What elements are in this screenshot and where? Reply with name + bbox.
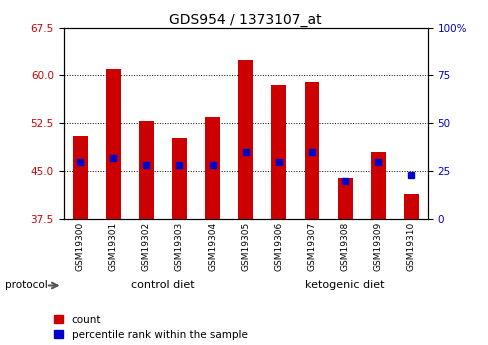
Legend: count, percentile rank within the sample: count, percentile rank within the sample: [54, 315, 247, 340]
Text: GSM19304: GSM19304: [208, 222, 217, 271]
Bar: [105, 69, 121, 219]
Text: GSM19308: GSM19308: [340, 222, 349, 271]
Text: protocol: protocol: [5, 280, 47, 290]
Text: GSM19303: GSM19303: [175, 222, 183, 271]
Text: control diet: control diet: [131, 280, 194, 290]
Text: GSM19306: GSM19306: [274, 222, 283, 271]
Text: GSM19310: GSM19310: [406, 222, 415, 271]
Text: GSM19305: GSM19305: [241, 222, 250, 271]
Text: ketogenic diet: ketogenic diet: [305, 280, 384, 290]
Text: GSM19307: GSM19307: [307, 222, 316, 271]
Bar: [205, 117, 220, 219]
Bar: [403, 194, 418, 219]
Bar: [370, 152, 385, 219]
Bar: [238, 60, 253, 219]
Title: GDS954 / 1373107_at: GDS954 / 1373107_at: [169, 12, 322, 27]
Bar: [172, 138, 186, 219]
Bar: [271, 85, 285, 219]
Text: GSM19309: GSM19309: [373, 222, 382, 271]
Text: GSM19300: GSM19300: [76, 222, 84, 271]
Bar: [337, 178, 352, 219]
Bar: [73, 136, 87, 219]
Bar: [139, 121, 154, 219]
Bar: [304, 82, 319, 219]
Text: GSM19301: GSM19301: [108, 222, 118, 271]
Text: GSM19302: GSM19302: [142, 222, 151, 271]
